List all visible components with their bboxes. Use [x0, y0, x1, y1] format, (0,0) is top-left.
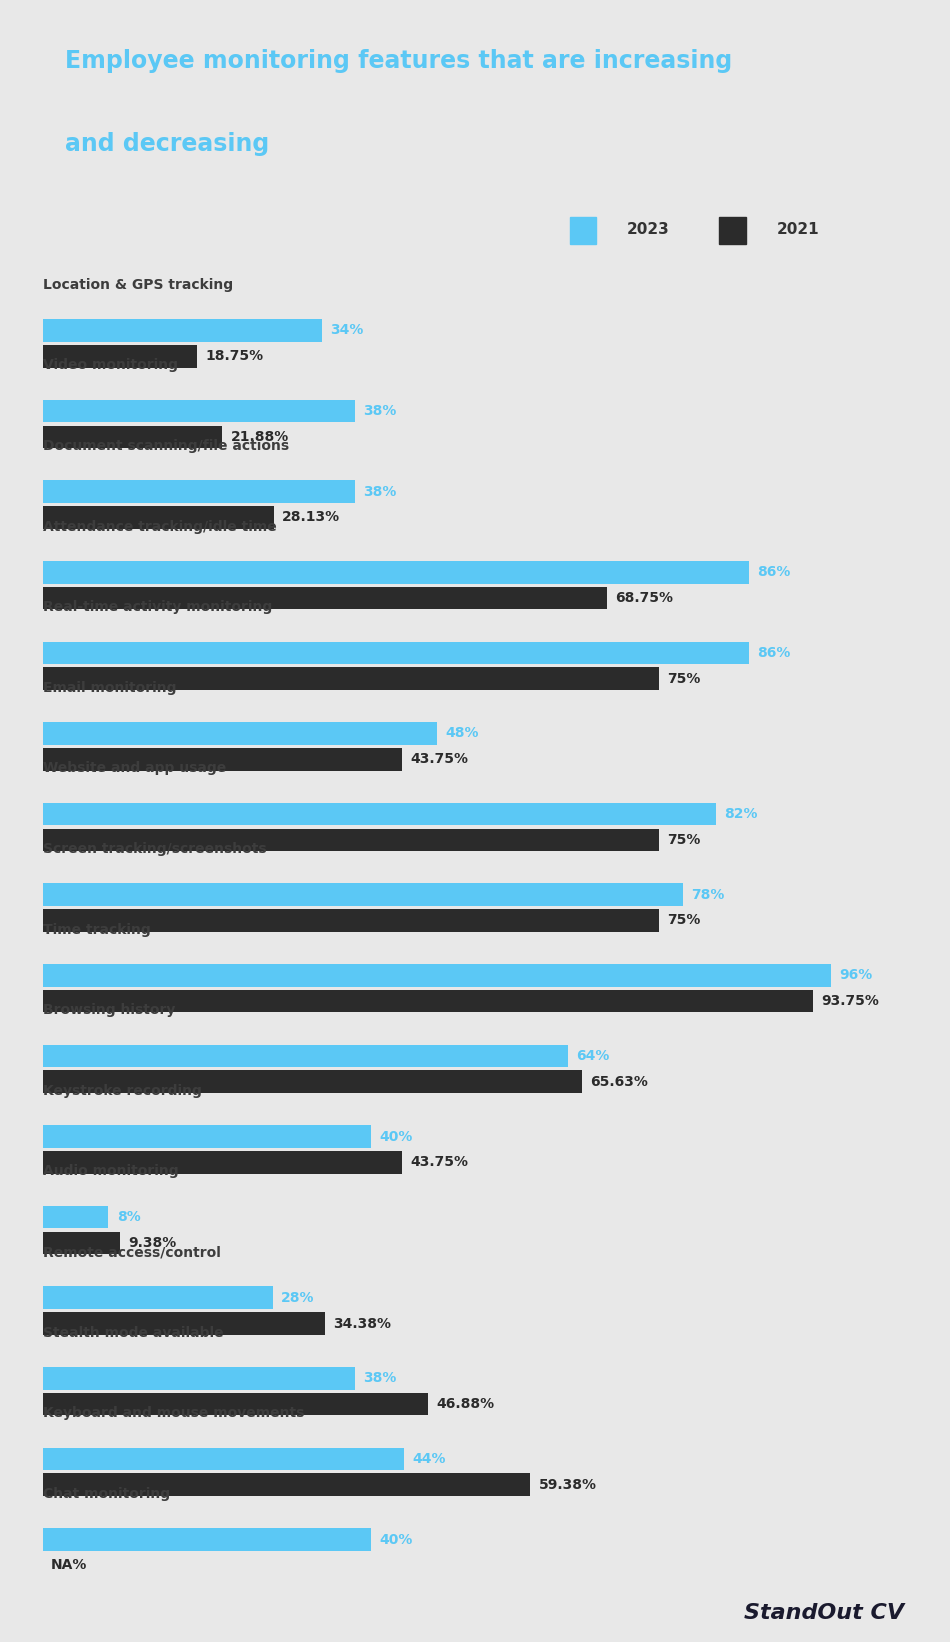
- Bar: [43, 1286, 273, 1309]
- Text: 2021: 2021: [776, 222, 819, 238]
- Text: 75%: 75%: [667, 913, 700, 928]
- Bar: [43, 642, 749, 663]
- Text: Keystroke recording: Keystroke recording: [43, 1084, 201, 1098]
- Text: Attendance tracking/idle time: Attendance tracking/idle time: [43, 519, 276, 534]
- Text: 38%: 38%: [363, 484, 396, 499]
- Bar: [43, 1125, 371, 1148]
- Text: 46.88%: 46.88%: [436, 1397, 494, 1410]
- Text: 48%: 48%: [446, 726, 479, 741]
- Text: Video monitoring: Video monitoring: [43, 358, 178, 373]
- Text: Audio monitoring: Audio monitoring: [43, 1164, 179, 1179]
- Text: 68.75%: 68.75%: [616, 591, 674, 604]
- Text: Chat monitoring: Chat monitoring: [43, 1488, 170, 1501]
- Text: Employee monitoring features that are increasing: Employee monitoring features that are in…: [65, 49, 732, 74]
- Text: 34.38%: 34.38%: [333, 1317, 391, 1330]
- Bar: [43, 1151, 402, 1174]
- Text: Remote access/control: Remote access/control: [43, 1245, 220, 1259]
- Bar: [43, 1392, 428, 1415]
- Bar: [43, 1232, 120, 1254]
- Text: 18.75%: 18.75%: [205, 350, 263, 363]
- Text: 75%: 75%: [667, 672, 700, 686]
- Text: Screen tracking/screenshots: Screen tracking/screenshots: [43, 842, 266, 855]
- Text: 38%: 38%: [363, 1371, 396, 1386]
- Text: 2023: 2023: [627, 222, 670, 238]
- Text: 96%: 96%: [840, 969, 873, 982]
- Bar: [43, 1205, 108, 1228]
- Text: 78%: 78%: [692, 888, 725, 901]
- Text: Keyboard and mouse movements: Keyboard and mouse movements: [43, 1406, 304, 1420]
- Bar: [43, 1044, 568, 1067]
- Text: Location & GPS tracking: Location & GPS tracking: [43, 277, 233, 292]
- Text: Website and app usage: Website and app usage: [43, 762, 226, 775]
- Text: 28%: 28%: [281, 1291, 314, 1305]
- Bar: [43, 586, 607, 609]
- Text: StandOut CV: StandOut CV: [744, 1603, 903, 1624]
- Text: Document scanning/file actions: Document scanning/file actions: [43, 438, 289, 453]
- Text: 40%: 40%: [379, 1532, 413, 1547]
- Bar: [43, 562, 749, 583]
- Text: Time tracking: Time tracking: [43, 923, 150, 936]
- Text: 34%: 34%: [331, 323, 364, 337]
- Bar: [43, 399, 355, 422]
- Text: 43.75%: 43.75%: [410, 752, 468, 767]
- Bar: [43, 481, 355, 502]
- Text: 38%: 38%: [363, 404, 396, 419]
- Bar: [43, 803, 716, 826]
- Text: 82%: 82%: [725, 808, 758, 821]
- Text: 75%: 75%: [667, 832, 700, 847]
- Text: 59.38%: 59.38%: [539, 1478, 597, 1491]
- Text: 86%: 86%: [757, 565, 790, 580]
- Text: 65.63%: 65.63%: [590, 1076, 648, 1089]
- Text: Real-time activity monitoring: Real-time activity monitoring: [43, 601, 272, 614]
- Bar: [43, 506, 274, 529]
- Bar: [43, 1448, 404, 1470]
- Bar: [43, 1529, 371, 1550]
- Bar: [43, 425, 222, 448]
- Bar: [43, 345, 197, 368]
- Bar: [570, 217, 597, 243]
- Text: and decreasing: and decreasing: [65, 131, 269, 156]
- Bar: [43, 1473, 530, 1496]
- Bar: [43, 990, 812, 1013]
- Text: 44%: 44%: [412, 1452, 446, 1466]
- Text: 93.75%: 93.75%: [821, 993, 879, 1008]
- Bar: [43, 964, 831, 987]
- Text: 8%: 8%: [117, 1210, 141, 1223]
- Bar: [43, 722, 437, 745]
- Bar: [43, 1071, 581, 1094]
- Bar: [43, 1312, 325, 1335]
- Bar: [43, 1368, 355, 1389]
- Text: 64%: 64%: [577, 1049, 610, 1062]
- Text: 28.13%: 28.13%: [282, 511, 340, 524]
- Text: Stealth mode available: Stealth mode available: [43, 1325, 223, 1340]
- Bar: [43, 910, 658, 931]
- Text: Browsing history: Browsing history: [43, 1003, 175, 1016]
- Text: Email monitoring: Email monitoring: [43, 681, 177, 695]
- Text: 21.88%: 21.88%: [231, 430, 289, 443]
- Bar: [43, 749, 402, 770]
- Bar: [43, 883, 683, 906]
- Text: 40%: 40%: [379, 1130, 413, 1143]
- Text: 86%: 86%: [757, 645, 790, 660]
- Bar: [43, 319, 322, 342]
- Bar: [43, 667, 658, 690]
- Bar: [719, 217, 746, 243]
- Text: 9.38%: 9.38%: [128, 1236, 177, 1250]
- Bar: [43, 829, 658, 851]
- Text: 43.75%: 43.75%: [410, 1156, 468, 1169]
- Text: NA%: NA%: [51, 1558, 87, 1573]
